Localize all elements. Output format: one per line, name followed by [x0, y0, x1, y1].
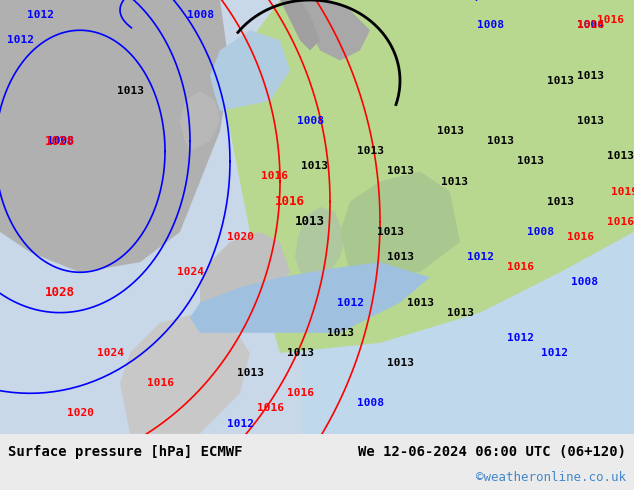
- Text: 1012: 1012: [541, 348, 569, 358]
- Text: 1013: 1013: [436, 126, 463, 136]
- Text: 1013: 1013: [441, 176, 469, 187]
- Text: 1013: 1013: [302, 161, 328, 172]
- Polygon shape: [220, 0, 634, 353]
- Text: 1012: 1012: [467, 252, 493, 262]
- Polygon shape: [0, 434, 634, 490]
- Text: 1024: 1024: [176, 267, 204, 277]
- Polygon shape: [340, 172, 460, 272]
- Text: 1013: 1013: [387, 167, 413, 176]
- Text: 1016: 1016: [275, 195, 305, 208]
- Text: 1028: 1028: [45, 135, 75, 147]
- Text: 1008: 1008: [356, 398, 384, 408]
- Text: 1016: 1016: [146, 378, 174, 388]
- Text: 1013: 1013: [607, 151, 633, 161]
- Text: 1019: 1019: [612, 187, 634, 196]
- Polygon shape: [210, 30, 290, 111]
- Text: 1020: 1020: [226, 232, 254, 242]
- Polygon shape: [190, 262, 430, 333]
- Text: 1028: 1028: [45, 286, 75, 299]
- Text: 1013: 1013: [387, 252, 413, 262]
- Text: 1013: 1013: [576, 71, 604, 81]
- Text: 1013: 1013: [377, 227, 403, 237]
- Text: 1013: 1013: [486, 136, 514, 146]
- Text: 1013: 1013: [356, 147, 384, 156]
- Polygon shape: [180, 91, 220, 151]
- Polygon shape: [295, 207, 345, 277]
- Text: 1008: 1008: [186, 10, 214, 20]
- Text: 1004: 1004: [576, 20, 604, 30]
- Text: 1013: 1013: [295, 216, 325, 228]
- Text: 1016: 1016: [597, 15, 623, 25]
- Text: 1012: 1012: [507, 333, 533, 343]
- Text: 1008: 1008: [477, 20, 503, 30]
- Text: 1013: 1013: [287, 348, 313, 358]
- Text: 1012: 1012: [337, 297, 363, 308]
- Text: 1013: 1013: [387, 358, 413, 368]
- Text: 1013: 1013: [517, 156, 543, 167]
- Polygon shape: [200, 232, 290, 323]
- Polygon shape: [280, 0, 320, 50]
- Text: 1016: 1016: [607, 217, 633, 227]
- Text: 1013: 1013: [406, 297, 434, 308]
- Text: 1016: 1016: [507, 262, 533, 272]
- Text: 1020: 1020: [67, 409, 93, 418]
- Text: 1013: 1013: [117, 86, 143, 96]
- Polygon shape: [120, 313, 250, 434]
- Text: 1024: 1024: [96, 348, 124, 358]
- Polygon shape: [0, 0, 300, 434]
- Text: 1016: 1016: [261, 172, 288, 181]
- Text: 1008: 1008: [46, 136, 74, 146]
- Text: 1008: 1008: [571, 277, 598, 287]
- Text: 1016: 1016: [567, 232, 593, 242]
- Polygon shape: [0, 0, 634, 434]
- Text: 1013: 1013: [576, 116, 604, 126]
- Text: 1008: 1008: [297, 116, 323, 126]
- Text: 1012: 1012: [6, 35, 34, 46]
- Text: 1013: 1013: [446, 308, 474, 318]
- Text: Surface pressure [hPa] ECMWF: Surface pressure [hPa] ECMWF: [8, 445, 242, 459]
- Polygon shape: [158, 106, 178, 136]
- Text: 1013: 1013: [547, 196, 574, 207]
- Text: 1012: 1012: [27, 10, 53, 20]
- Polygon shape: [300, 0, 370, 60]
- Text: 1008: 1008: [526, 227, 553, 237]
- Text: We 12-06-2024 06:00 UTC (06+120): We 12-06-2024 06:00 UTC (06+120): [358, 445, 626, 459]
- Text: 1016: 1016: [576, 20, 604, 30]
- Text: 1013: 1013: [547, 75, 574, 86]
- Text: 1013: 1013: [236, 368, 264, 378]
- Text: 1016: 1016: [287, 388, 313, 398]
- Polygon shape: [0, 0, 230, 272]
- Text: ©weatheronline.co.uk: ©weatheronline.co.uk: [476, 471, 626, 485]
- Text: 1012: 1012: [226, 418, 254, 429]
- Text: 1016: 1016: [257, 403, 283, 414]
- Text: 1013: 1013: [327, 328, 354, 338]
